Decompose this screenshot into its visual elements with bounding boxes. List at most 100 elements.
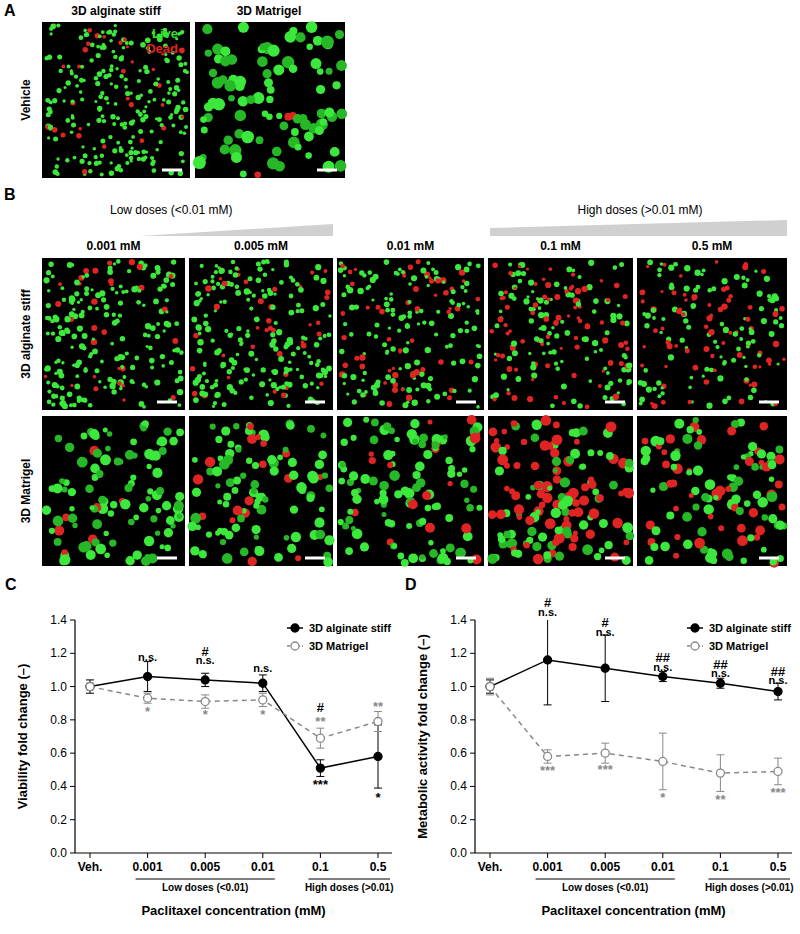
cell (307, 44, 313, 50)
cell (711, 286, 716, 291)
cell (197, 348, 203, 354)
cell (240, 473, 246, 479)
cell (502, 296, 506, 300)
cell (618, 378, 622, 382)
cell (592, 488, 599, 495)
cell (162, 98, 166, 102)
cell (538, 312, 544, 318)
cell (56, 384, 60, 388)
cell (697, 527, 706, 536)
cell (131, 147, 134, 150)
scale-bar (605, 401, 625, 404)
cell (599, 519, 608, 528)
cell (563, 456, 573, 466)
cell (534, 282, 538, 286)
cell (277, 351, 283, 357)
cell (224, 329, 228, 333)
cell (325, 290, 331, 296)
cell (252, 462, 259, 469)
cell (573, 306, 577, 310)
cell (196, 324, 202, 330)
cell (233, 506, 243, 516)
cell (672, 290, 677, 295)
cell (199, 391, 205, 397)
cell (103, 386, 107, 390)
cell (577, 316, 581, 320)
cell (534, 336, 539, 341)
cell (94, 76, 98, 80)
cell (166, 80, 170, 84)
cell (254, 172, 261, 179)
cell (138, 112, 143, 117)
cell (779, 306, 785, 312)
cell (623, 294, 628, 299)
cell (434, 332, 438, 336)
row-title: Vehicle (19, 79, 33, 121)
cell (676, 308, 682, 314)
cell (171, 123, 175, 127)
cell (749, 327, 752, 330)
cell (147, 100, 151, 104)
cell (458, 328, 463, 333)
cell (53, 169, 59, 175)
cell (107, 269, 113, 275)
cell (538, 298, 544, 304)
cell (392, 387, 398, 393)
cell (407, 429, 417, 439)
cell (708, 329, 714, 335)
cell (359, 270, 364, 275)
cell (45, 98, 50, 103)
cell (768, 362, 772, 366)
cell (115, 166, 120, 171)
micrograph (487, 415, 634, 566)
cell (104, 96, 109, 101)
cell (137, 289, 141, 293)
cell (264, 78, 273, 87)
cell (165, 310, 168, 313)
cell (349, 332, 354, 337)
cell (215, 392, 221, 398)
cell (660, 290, 663, 293)
cell (574, 439, 580, 445)
micrograph-bg (42, 416, 185, 566)
cell (570, 293, 575, 298)
cell (50, 32, 53, 35)
cell (757, 353, 761, 357)
cell (114, 102, 118, 106)
cell (218, 269, 223, 274)
cell (408, 300, 412, 304)
cell (351, 526, 356, 531)
cell (70, 346, 73, 349)
cell (539, 502, 545, 508)
cell (195, 292, 200, 297)
cell (125, 450, 135, 460)
cell (112, 32, 117, 37)
micrograph (637, 258, 787, 410)
cell (195, 524, 201, 530)
cell (343, 418, 352, 427)
cell (715, 345, 719, 349)
cell (148, 346, 153, 351)
cell (644, 323, 649, 328)
cell (477, 344, 481, 348)
cell (554, 294, 560, 300)
cell (777, 362, 780, 365)
cell (181, 100, 185, 104)
cell (693, 466, 703, 476)
cell (48, 110, 53, 115)
cell (425, 275, 429, 279)
cell (567, 314, 570, 317)
cell (554, 362, 558, 366)
cell (59, 402, 63, 406)
cell (734, 274, 740, 280)
cell (306, 21, 318, 33)
cell (354, 268, 357, 271)
cell (227, 384, 233, 390)
cell (326, 485, 334, 493)
cell (571, 273, 575, 277)
cell (411, 276, 416, 281)
cell (307, 355, 311, 359)
cell (156, 508, 162, 514)
cell (585, 324, 591, 330)
cell (742, 283, 748, 289)
